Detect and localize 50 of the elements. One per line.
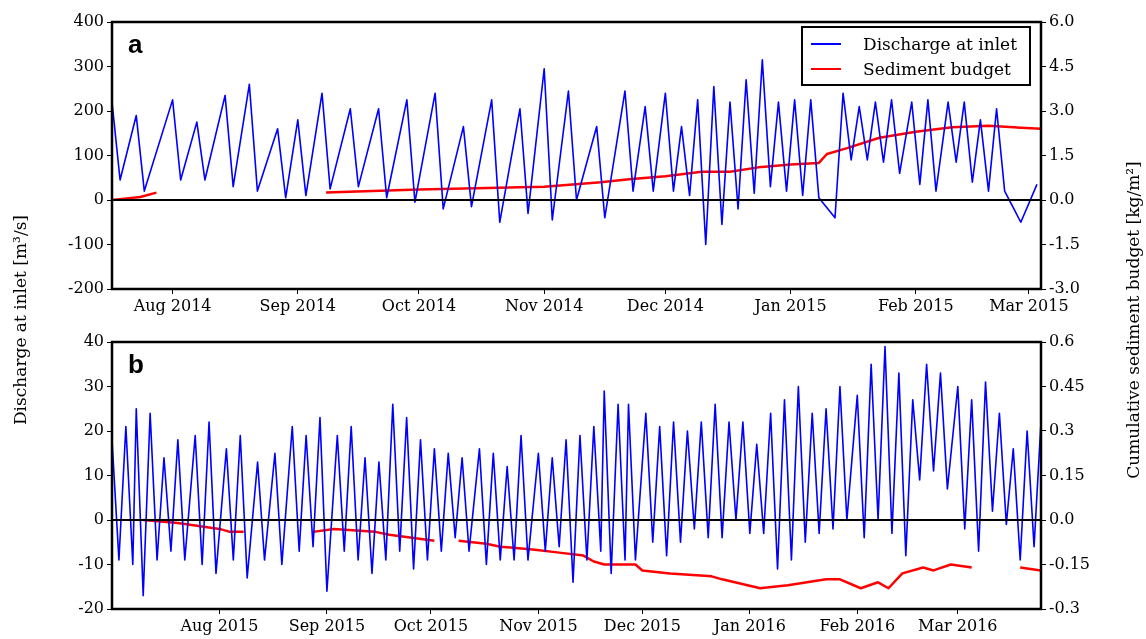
y2-tick-label: 0.0 bbox=[1049, 189, 1075, 209]
y2-tick-label: 4.5 bbox=[1049, 55, 1075, 75]
y-tick-label: 40 bbox=[83, 331, 104, 351]
y2-tick-label: -3.0 bbox=[1049, 278, 1080, 298]
chart-title: b bbox=[128, 349, 144, 379]
y2-tick-label: 0.0 bbox=[1049, 509, 1075, 529]
y-tick-label: -10 bbox=[78, 553, 104, 573]
x-tick-label: Oct 2015 bbox=[393, 615, 469, 635]
y-tick-label: 0 bbox=[93, 509, 104, 529]
chart-title: a bbox=[128, 29, 143, 59]
y2-axis-title: Cumulative sediment budget [kg/m²] bbox=[1123, 160, 1143, 479]
y2-tick-label: 0.45 bbox=[1049, 375, 1085, 395]
y2-tick-label: 0.3 bbox=[1049, 420, 1075, 440]
y2-tick-label: 1.5 bbox=[1049, 144, 1075, 164]
y-tick-label: -20 bbox=[78, 598, 104, 618]
x-tick-label: Nov 2014 bbox=[504, 295, 584, 315]
y2-tick-label: -0.3 bbox=[1049, 598, 1080, 618]
x-tick-label: Jan 2015 bbox=[752, 295, 827, 315]
y-tick-label: 400 bbox=[73, 11, 104, 31]
x-tick-label: Feb 2016 bbox=[819, 615, 896, 635]
y-tick-label: 30 bbox=[83, 375, 104, 395]
y-axis-title: Discharge at inlet [m³/s] bbox=[10, 214, 30, 425]
y-tick-label: 20 bbox=[83, 420, 104, 440]
x-tick-label: Nov 2015 bbox=[499, 615, 578, 635]
y2-tick-label: 0.15 bbox=[1049, 464, 1085, 484]
y-tick-label: 0 bbox=[93, 189, 104, 209]
y-tick-label: 200 bbox=[73, 100, 104, 120]
y2-tick-label: -0.15 bbox=[1049, 553, 1091, 573]
x-tick-label: Sep 2014 bbox=[259, 295, 337, 315]
y-tick-label: -100 bbox=[68, 233, 104, 253]
x-tick-label: Dec 2015 bbox=[603, 615, 681, 635]
x-tick-label: Dec 2014 bbox=[626, 295, 704, 315]
legend-label: Sediment budget bbox=[863, 58, 1011, 79]
x-tick-label: Jan 2016 bbox=[711, 615, 786, 635]
y2-tick-label: 0.6 bbox=[1049, 331, 1075, 351]
x-tick-label: Aug 2014 bbox=[132, 295, 212, 315]
x-tick-label: Oct 2014 bbox=[381, 295, 457, 315]
y2-tick-label: 6.0 bbox=[1049, 11, 1075, 31]
x-tick-label: Aug 2015 bbox=[179, 615, 259, 635]
y-tick-label: -200 bbox=[68, 278, 104, 298]
y2-tick-label: -1.5 bbox=[1049, 233, 1080, 253]
y-tick-label: 100 bbox=[73, 144, 104, 164]
y2-tick-label: 3.0 bbox=[1049, 100, 1075, 120]
y-tick-label: 300 bbox=[73, 55, 104, 75]
y-tick-label: 10 bbox=[83, 464, 104, 484]
x-tick-label: Sep 2015 bbox=[288, 615, 366, 635]
x-tick-label: Mar 2016 bbox=[918, 615, 998, 635]
legend-label: Discharge at inlet bbox=[863, 33, 1017, 54]
x-tick-label: Feb 2015 bbox=[877, 295, 954, 315]
x-tick-label: Mar 2015 bbox=[989, 295, 1069, 315]
